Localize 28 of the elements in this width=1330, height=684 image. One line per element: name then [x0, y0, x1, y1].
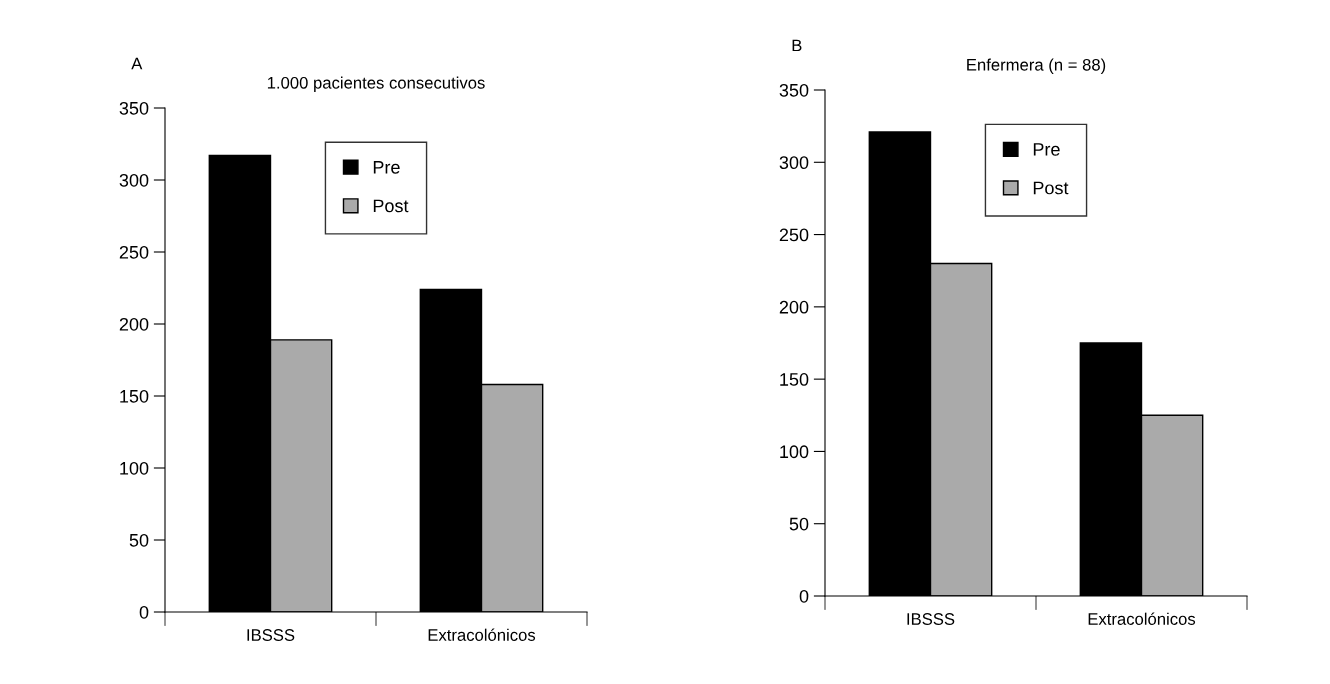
text: B: [792, 39, 802, 52]
y-tick-label: 300: [779, 156, 809, 170]
y-tick-label: 200: [779, 300, 809, 314]
y-tick-label: 100: [120, 461, 149, 475]
legend-label: Pre: [1033, 143, 1060, 156]
chart-title: Enfermera (n = 88): [967, 58, 1106, 75]
legend-label: Post: [1033, 181, 1069, 195]
x-tick-label: Extracolónicos: [428, 628, 536, 641]
y-tick-label: 150: [780, 373, 809, 386]
legend-label: Pre: [373, 161, 400, 174]
y-tick-label: 300: [119, 173, 149, 187]
x-tick-label: IBSSS: [907, 613, 955, 625]
y-tick-label: 0: [139, 605, 149, 619]
y-tick-label: 200: [119, 317, 149, 331]
chart-title: 1.000 pacientes consecutivos: [267, 76, 485, 93]
y-tick-label: 350: [119, 101, 149, 115]
legend-label: Post: [373, 199, 409, 213]
y-tick-label: 250: [779, 228, 809, 242]
text: A: [131, 57, 143, 70]
y-tick-label: 150: [120, 389, 149, 403]
y-tick-label: 100: [780, 445, 809, 459]
y-tick-label: 50: [129, 533, 149, 547]
y-tick-label: 350: [779, 83, 809, 97]
x-tick-label: Extracolónicos: [1088, 612, 1196, 625]
x-tick-label: IBSSS: [247, 629, 295, 641]
y-tick-label: 0: [799, 589, 809, 603]
y-tick-label: 50: [789, 517, 809, 531]
y-tick-label: 250: [119, 245, 149, 259]
